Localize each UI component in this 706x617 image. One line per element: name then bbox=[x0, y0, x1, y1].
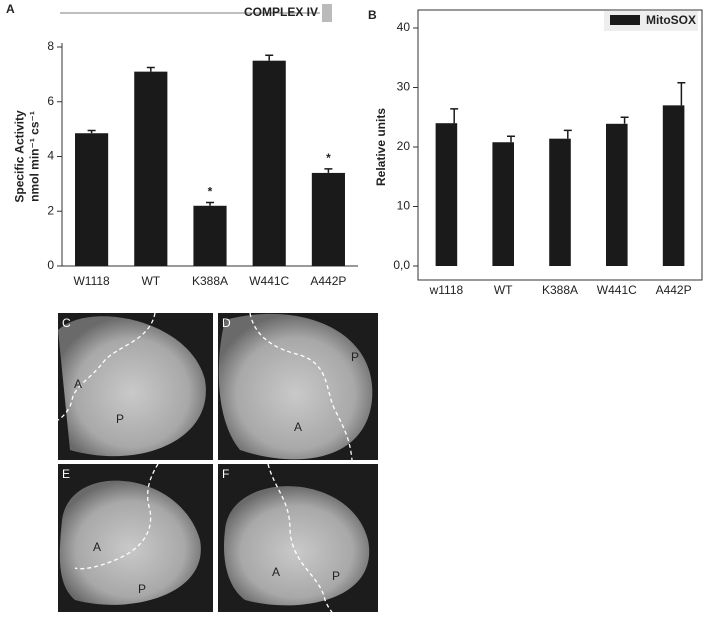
micrograph bbox=[59, 464, 201, 605]
region-label: P bbox=[116, 412, 124, 426]
legend-label: MitoSOX bbox=[646, 13, 696, 27]
tissue bbox=[59, 480, 201, 605]
region-label: P bbox=[332, 569, 340, 583]
panel-label: F bbox=[222, 467, 229, 481]
y-axis-label: Relative units bbox=[374, 108, 388, 186]
significance-mark: * bbox=[326, 151, 331, 165]
error-bar bbox=[620, 116, 629, 124]
bar bbox=[549, 138, 571, 266]
error-bar bbox=[677, 81, 686, 106]
y-tick-label: 40 bbox=[397, 20, 411, 34]
y-tick-label: 20 bbox=[397, 139, 411, 153]
y-tick-label: 0 bbox=[47, 258, 54, 272]
y-tick-label: 2 bbox=[47, 203, 54, 217]
error-bar bbox=[506, 135, 515, 143]
x-tick-label: W441C bbox=[249, 274, 289, 288]
bar bbox=[311, 172, 345, 266]
bar bbox=[606, 123, 628, 266]
bar bbox=[492, 142, 514, 266]
error-bar bbox=[206, 201, 214, 206]
micrograph bbox=[218, 313, 373, 460]
bar bbox=[75, 133, 109, 266]
y-tick-label: 6 bbox=[47, 94, 54, 108]
panel-label: D bbox=[222, 316, 231, 330]
error-bar bbox=[146, 66, 155, 72]
region-label: A bbox=[294, 420, 302, 434]
bar bbox=[134, 71, 168, 266]
x-tick-label: A442P bbox=[656, 283, 692, 297]
y-axis-label: Specific Activity bbox=[13, 110, 27, 203]
panel-label: B bbox=[368, 8, 377, 22]
x-tick-label: A442P bbox=[310, 274, 346, 288]
x-tick-label: K388A bbox=[192, 274, 228, 288]
x-tick-label: w1118 bbox=[429, 283, 464, 297]
region-label: A bbox=[74, 377, 82, 391]
y-tick-label: 30 bbox=[397, 80, 411, 94]
error-bar bbox=[324, 168, 333, 173]
chart-title: COMPLEX IV bbox=[244, 5, 318, 19]
error-bar bbox=[265, 54, 274, 61]
region-label: P bbox=[138, 582, 146, 596]
region-label: A bbox=[272, 565, 280, 579]
y-tick-label: 0,0 bbox=[393, 258, 410, 272]
plot-frame bbox=[417, 9, 703, 281]
bar bbox=[252, 60, 286, 266]
panel-label: E bbox=[62, 467, 70, 481]
tissue bbox=[218, 313, 373, 460]
y-axis-label: nmol min⁻¹ cs⁻¹ bbox=[28, 111, 42, 202]
x-tick-label: K388A bbox=[542, 283, 578, 297]
tissue bbox=[224, 486, 370, 606]
x-tick-label: W1118 bbox=[73, 274, 110, 288]
panel-label: A bbox=[6, 2, 15, 16]
bar bbox=[193, 205, 227, 266]
legend-swatch bbox=[610, 15, 640, 25]
x-tick-label: WT bbox=[494, 283, 513, 297]
micrograph bbox=[58, 313, 206, 457]
error-bar bbox=[450, 108, 459, 124]
y-tick-label: 8 bbox=[47, 39, 54, 53]
x-tick-label: WT bbox=[141, 274, 160, 288]
panel-label: C bbox=[62, 316, 71, 330]
region-label: P bbox=[351, 350, 359, 364]
error-bar bbox=[87, 129, 96, 134]
boundary bbox=[74, 464, 159, 570]
y-tick-label: 10 bbox=[397, 199, 411, 213]
bar bbox=[435, 123, 458, 266]
x-tick-label: W441C bbox=[597, 283, 637, 297]
error-bar bbox=[563, 129, 572, 139]
title-tab bbox=[322, 4, 332, 22]
y-tick-label: 4 bbox=[47, 149, 54, 163]
tissue bbox=[58, 316, 206, 457]
significance-mark: * bbox=[208, 185, 213, 199]
region-label: A bbox=[93, 540, 101, 554]
boundary bbox=[267, 464, 333, 612]
boundary bbox=[249, 313, 353, 460]
bar bbox=[662, 105, 685, 266]
micrograph bbox=[224, 464, 370, 612]
